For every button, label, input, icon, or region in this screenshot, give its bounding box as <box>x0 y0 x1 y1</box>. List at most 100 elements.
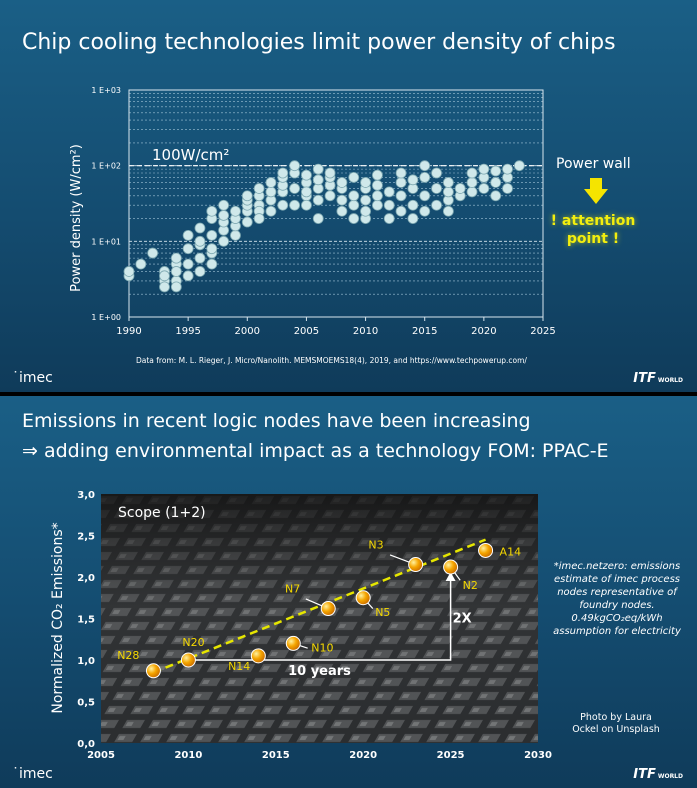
data-point <box>383 186 395 198</box>
data-point <box>490 190 502 202</box>
data-point <box>182 243 194 255</box>
note-line: estimate of imec process <box>554 574 680 585</box>
data-point <box>419 190 431 202</box>
netzero-note: *imec.netzero: emissions estimate of ime… <box>552 560 682 638</box>
data-point <box>442 205 454 217</box>
trend-line <box>152 538 487 674</box>
data-point <box>442 177 454 188</box>
note-line: foundry nodes. <box>579 600 655 611</box>
data-point <box>170 281 182 293</box>
data-point <box>360 194 371 206</box>
imec-logo-text: imec <box>19 370 53 386</box>
data-point <box>218 235 230 247</box>
x-tick-label: 2005 <box>87 750 115 761</box>
data-point <box>312 174 324 186</box>
data-point <box>454 183 466 194</box>
data-point <box>371 190 383 202</box>
note-line: assumption for electricity <box>553 626 681 637</box>
data-point <box>170 252 182 264</box>
node-point <box>443 559 459 575</box>
imec-logo: ˙imec <box>12 766 53 782</box>
data-point <box>289 160 301 172</box>
data-point <box>218 199 230 211</box>
x-tick-label: 1990 <box>116 326 141 337</box>
x-tick-label: 2015 <box>262 750 290 761</box>
itf-logo-small: WORLD <box>657 773 683 780</box>
data-point <box>241 190 253 202</box>
data-point <box>182 229 194 241</box>
slide-title: Chip cooling technologies limit power de… <box>22 30 616 55</box>
y-tick-label: 2,0 <box>77 573 95 584</box>
x-tick-label: 1995 <box>175 326 200 337</box>
emissions-chart: 0,0 0,5 1,0 1,5 2,0 2,5 3,0 2005 2010 2015 2020 202… <box>50 490 552 761</box>
data-point <box>159 270 170 282</box>
data-source-note: Data from: M. L. Rieger, J. Micro/Nanoli… <box>136 356 527 365</box>
data-point <box>395 167 407 179</box>
data-point <box>336 177 348 188</box>
ten-year-bracket <box>188 579 452 661</box>
x-tick-label: 2010 <box>174 750 202 761</box>
x-tick-label: 2000 <box>235 326 260 337</box>
data-point <box>301 186 312 198</box>
two-x-label: 2X <box>453 612 472 627</box>
data-point <box>265 205 277 217</box>
y-axis-label: Normalized CO₂ Emissions* <box>50 522 66 713</box>
node-label: N20 <box>182 636 204 649</box>
photo-credit-line: Photo by Laura <box>580 712 652 723</box>
data-point <box>159 281 170 293</box>
power-density-chart: 1 E+00 1 E+01 1 E+02 1 E+03 1990 1995 2000 2005… <box>69 86 556 337</box>
attention-point-label: ! attention point ! <box>548 212 638 248</box>
data-point <box>277 199 289 211</box>
data-point <box>466 167 478 179</box>
data-point <box>289 199 301 211</box>
data-point <box>431 167 442 179</box>
data-point <box>360 177 371 188</box>
data-point <box>348 213 360 224</box>
data-point <box>265 177 277 188</box>
x-tick-label: 2005 <box>294 326 319 337</box>
photo-shade <box>101 494 538 743</box>
data-point <box>478 163 490 175</box>
y-axis-label: Power density (W/cm²) <box>69 144 84 292</box>
y-tick-label: 1,5 <box>77 615 95 626</box>
data-point <box>348 171 360 183</box>
data-point <box>395 190 407 202</box>
data-point <box>170 266 182 277</box>
x-tick-label: 2025 <box>437 750 465 761</box>
data-point <box>431 183 442 194</box>
data-point <box>371 179 383 191</box>
data-point <box>194 235 206 247</box>
node-label: N28 <box>117 649 139 662</box>
y-tick-label: 1 E+02 <box>91 162 121 171</box>
data-point <box>241 216 253 228</box>
data-point <box>265 186 277 198</box>
itf-logo-small: WORLD <box>657 377 683 384</box>
data-point <box>419 160 431 172</box>
imec-logo-text: imec <box>19 766 53 782</box>
itf-world-logo: ITF WORLD <box>633 767 683 782</box>
node-point <box>408 557 424 573</box>
node-point <box>145 663 161 679</box>
data-point <box>360 205 371 217</box>
data-point <box>206 243 218 255</box>
data-point <box>336 194 348 206</box>
node-label: N2 <box>463 579 478 592</box>
node-label: N3 <box>368 539 383 552</box>
itf-logo-text: ITF <box>633 371 656 386</box>
data-point <box>442 186 454 198</box>
data-point <box>336 205 348 217</box>
data-point <box>371 199 383 211</box>
node-label: N10 <box>311 641 333 654</box>
node-label: N5 <box>375 606 390 619</box>
chart-axes: 1 E+00 1 E+01 1 E+02 1 E+03 1990 1995 2000 2005… <box>91 86 555 337</box>
chart-axes: 0,0 0,5 1,0 1,5 2,0 2,5 3,0 2005 2010 2015 2020 202… <box>77 490 552 761</box>
note-line: nodes representative of <box>557 587 677 598</box>
data-point <box>147 247 159 259</box>
itf-world-logo: ITF WORLD <box>633 371 683 386</box>
data-point <box>348 199 360 211</box>
data-point <box>419 205 431 217</box>
data-point <box>123 266 135 277</box>
plot-frame <box>128 89 544 318</box>
node-label: N14 <box>228 660 250 673</box>
node-point <box>250 648 266 664</box>
